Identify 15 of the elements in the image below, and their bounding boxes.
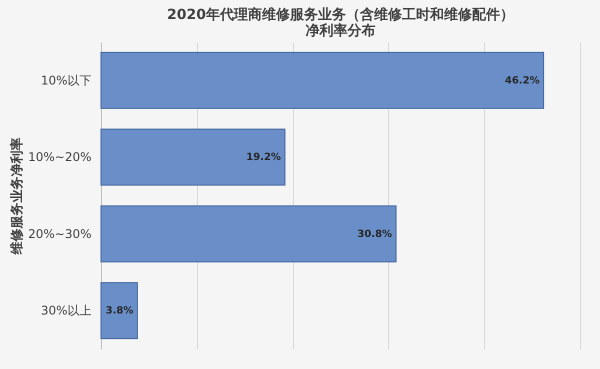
bar	[100, 128, 286, 186]
bar	[100, 282, 138, 340]
data-label: 3.8%	[106, 306, 134, 317]
text: 2020年代理商维修服务业务（含维修工时和维修配件）	[167, 7, 514, 23]
bar	[100, 205, 397, 262]
data-label: 30.8%	[357, 228, 392, 240]
data-label: 46.2%	[504, 75, 540, 86]
bar	[100, 52, 544, 109]
y-tick-label: 20%~30%	[28, 226, 92, 241]
data-label: 19.2%	[246, 152, 281, 164]
y-tick-label: 10%~20%	[28, 150, 92, 164]
text: 净利率分布	[306, 23, 376, 39]
y-axis-title: 维修服务业务净利率	[9, 138, 26, 256]
y-tick-label: 30%以上	[40, 304, 92, 318]
y-tick-label: 10%以下	[40, 73, 92, 88]
